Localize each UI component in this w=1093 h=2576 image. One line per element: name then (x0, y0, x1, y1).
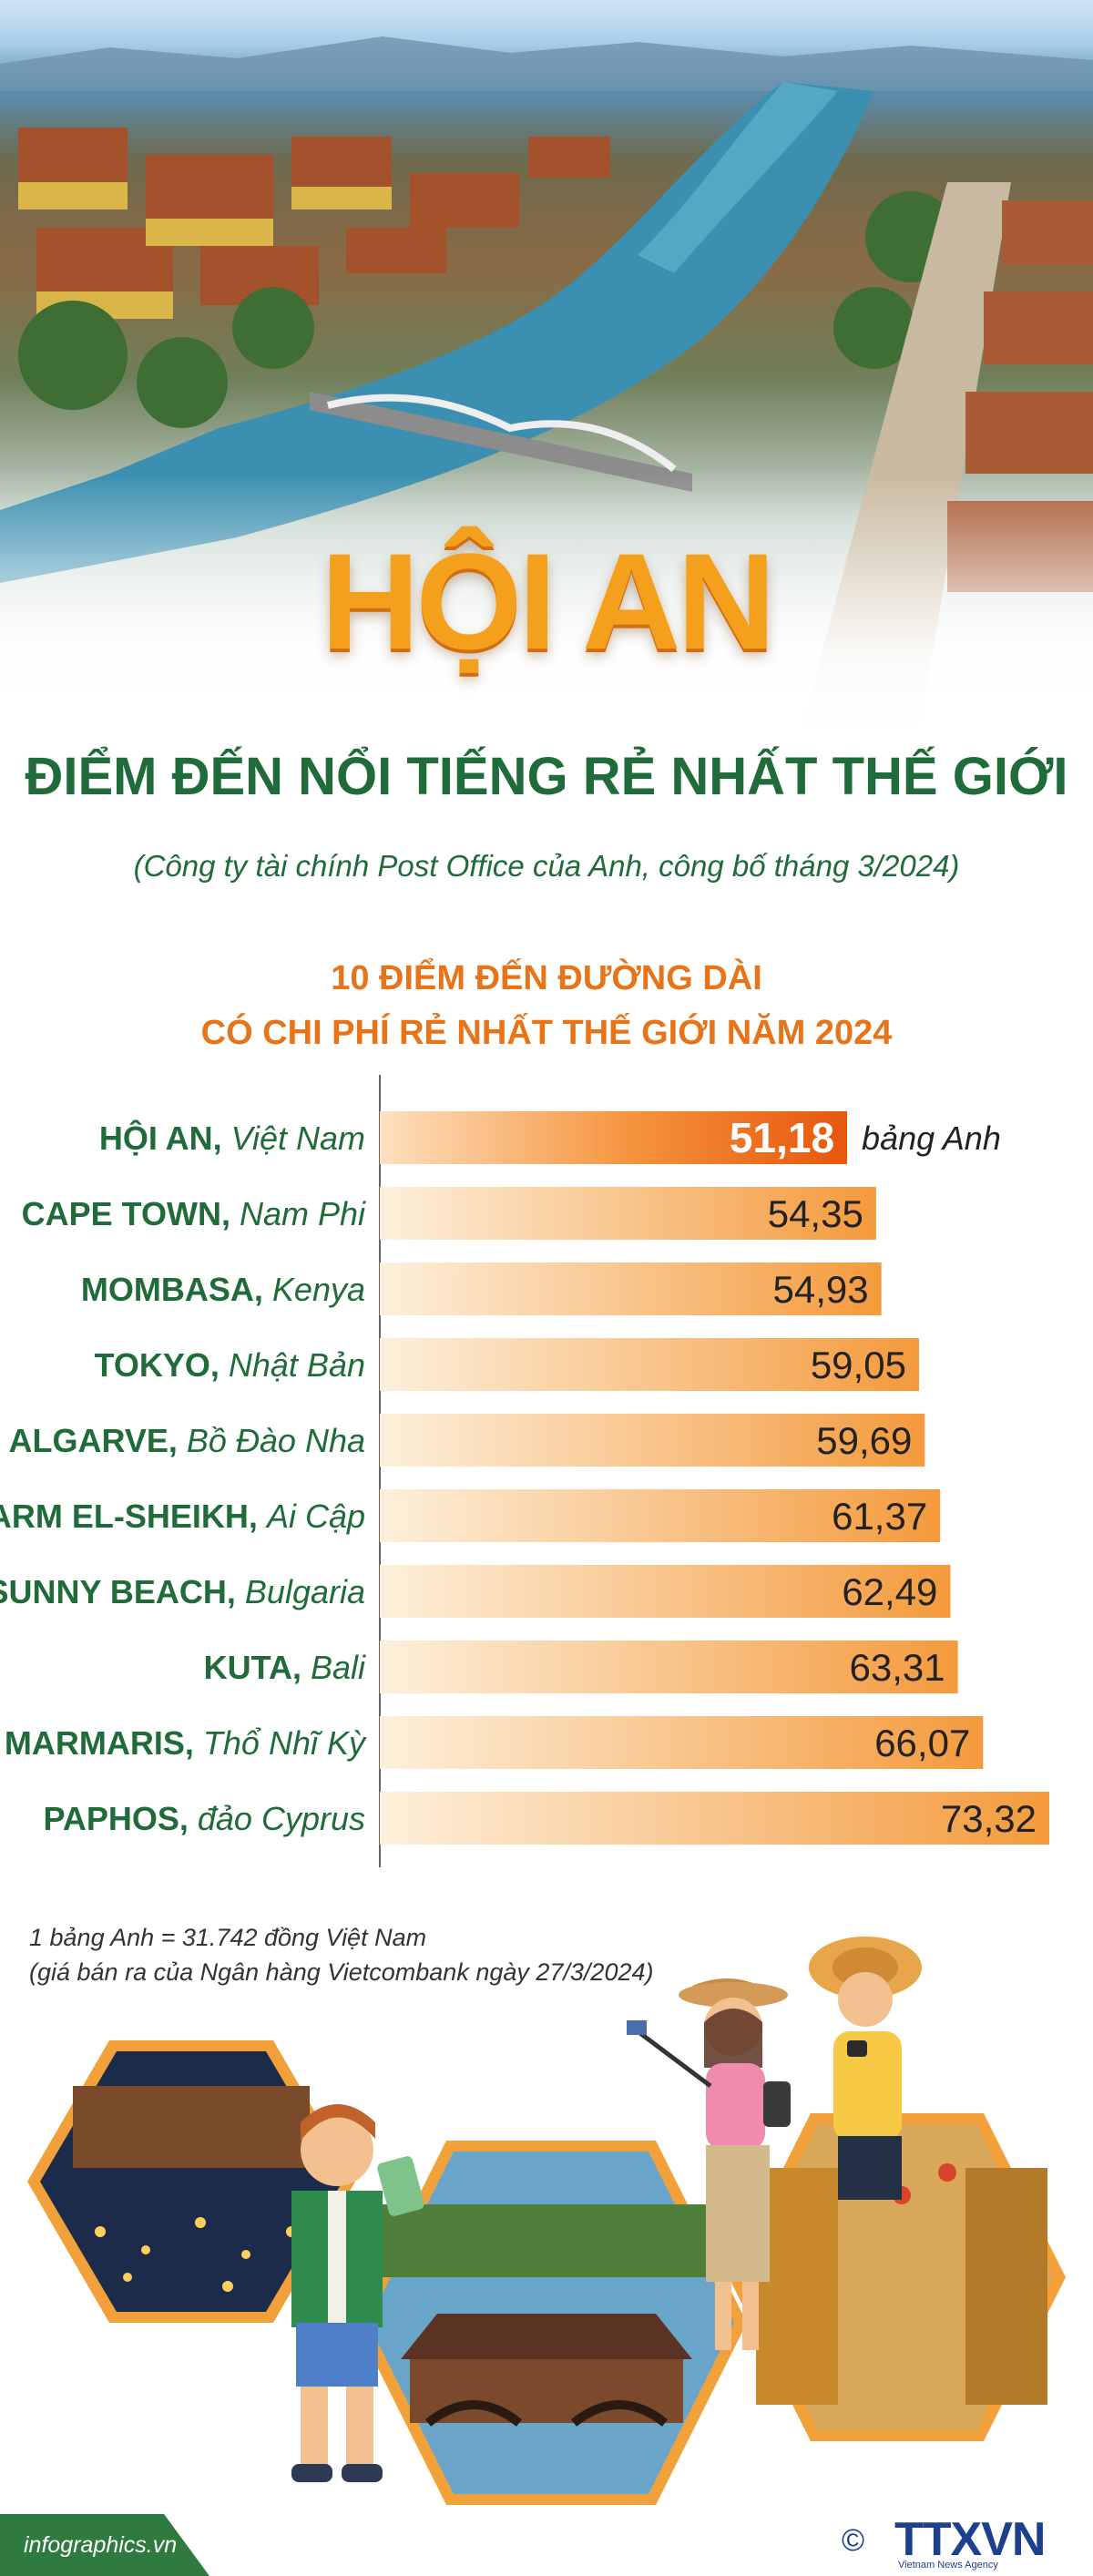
page-title: HỘI AN (321, 525, 775, 678)
category-label-10: PAPHOS, đảo Cyprus (44, 1800, 365, 1837)
category-label-8: KUTA, Bali (204, 1649, 366, 1686)
bar-chart: HỘI AN, Việt Nam 51,18 bảng Anh CAPE TOWN, … (0, 1075, 1049, 1867)
site-credit: infographics.vn (24, 2532, 178, 2558)
chart-title-line-2: CÓ CHI PHÍ RẺ NHẤT THẾ GIỚI NĂM 2024 (200, 1014, 893, 1052)
category-label-2: CAPE TOWN, Nam Phi (22, 1195, 366, 1232)
bar-9 (380, 1716, 984, 1769)
unit-label: bảng Anh (862, 1119, 1001, 1157)
tourist-woman-hat-illustration (809, 1937, 922, 2200)
tourist-man-illustration (291, 2104, 424, 2482)
value-label-10: 73,32 (941, 1797, 1037, 1840)
bar-8 (380, 1641, 958, 1693)
hero-fade (0, 474, 1093, 729)
bar-2 (380, 1187, 876, 1240)
value-label-7: 62,49 (842, 1570, 937, 1613)
ttxvn-logo: © TTXVN Vietnam News Agency (842, 2514, 1060, 2571)
value-label-2: 54,35 (768, 1192, 863, 1235)
chart-title-line-1: 10 ĐIỂM ĐẾN ĐƯỜNG DÀI (331, 959, 762, 997)
bar-3 (380, 1262, 882, 1315)
value-label-9: 66,07 (874, 1722, 970, 1764)
bar-1 (380, 1111, 848, 1164)
value-label-1: 51,18 (730, 1114, 834, 1161)
bar-10 (380, 1792, 1049, 1845)
logo-subtitle: Vietnam News Agency (898, 2560, 998, 2571)
bar-4 (380, 1338, 919, 1391)
footer-band (0, 2514, 209, 2576)
bar-6 (380, 1489, 941, 1542)
category-label-3: MOMBASA, Kenya (81, 1271, 365, 1308)
category-label-9: MARMARIS, Thổ Nhĩ Kỳ (5, 1724, 367, 1762)
page-subtitle: ĐIỂM ĐẾN NỔI TIẾNG RẺ NHẤT THẾ GIỚI (25, 747, 1068, 806)
illustrations (0, 1937, 1066, 2576)
category-label-6: SHARM EL-SHEIKH, Ai Cập (0, 1498, 365, 1535)
logo-wordmark: TTXVN (894, 2513, 1046, 2566)
value-label-3: 54,93 (773, 1268, 869, 1311)
footnote-exchange-rate: 1 bảng Anh = 31.742 đồng Việt Nam (29, 1924, 427, 1951)
category-label-5: ALGARVE, Bồ Đào Nha (9, 1422, 366, 1459)
bar-7 (380, 1565, 951, 1618)
night-lantern-photo (27, 2040, 355, 2323)
value-label-6: 61,37 (832, 1495, 927, 1538)
category-label-7: SUNNY BEACH, Bulgaria (0, 1573, 365, 1610)
value-label-5: 59,69 (816, 1419, 912, 1462)
bar-5 (380, 1414, 925, 1467)
footnote-source: (giá bán ra của Ngân hàng Vietcombank ng… (29, 1958, 654, 1986)
copyright-symbol: © (842, 2523, 865, 2558)
hero-photo (0, 0, 1093, 729)
footnote: 1 bảng Anh = 31.742 đồng Việt Nam (giá b… (29, 1920, 653, 1989)
covered-bridge-photo (355, 2141, 747, 2505)
source-note: (Công ty tài chính Post Office của Anh, … (133, 849, 960, 883)
tourist-woman-selfie-illustration (627, 1978, 791, 2350)
value-label-4: 59,05 (811, 1344, 906, 1386)
category-label-1: HỘI AN, Việt Nam (99, 1119, 365, 1157)
category-label-4: TOKYO, Nhật Bản (95, 1346, 365, 1384)
chart-title: 10 ĐIỂM ĐẾN ĐƯỜNG DÀI CÓ CHI PHÍ RẺ NHẤT… (0, 951, 1093, 1060)
value-label-8: 63,31 (850, 1646, 945, 1689)
